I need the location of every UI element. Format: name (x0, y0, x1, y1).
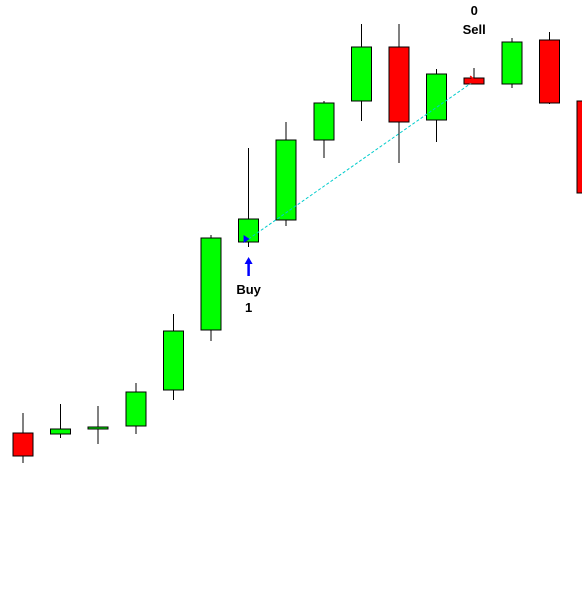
entry-marker (243, 235, 250, 243)
candle-up (426, 73, 448, 121)
sell-qty: 0 (471, 3, 478, 18)
trade-line (248, 80, 475, 240)
candle-up (50, 428, 72, 435)
candle-up (162, 330, 184, 391)
candle-up (275, 139, 297, 221)
exit-marker (469, 75, 477, 84)
buy-arrow-head (244, 257, 253, 264)
candle-up (501, 41, 523, 85)
buy-label: Buy (236, 282, 261, 297)
buy-qty: 1 (245, 300, 252, 315)
sell-label: Sell (463, 22, 486, 37)
candle-up (313, 102, 335, 141)
candle-down (388, 46, 410, 123)
candle-down (12, 432, 34, 457)
candle-up (200, 237, 222, 331)
candle-up (87, 426, 109, 430)
candle-down (576, 100, 582, 194)
candle-up (350, 46, 372, 102)
candle-down (538, 39, 560, 104)
candle-up (125, 391, 147, 427)
